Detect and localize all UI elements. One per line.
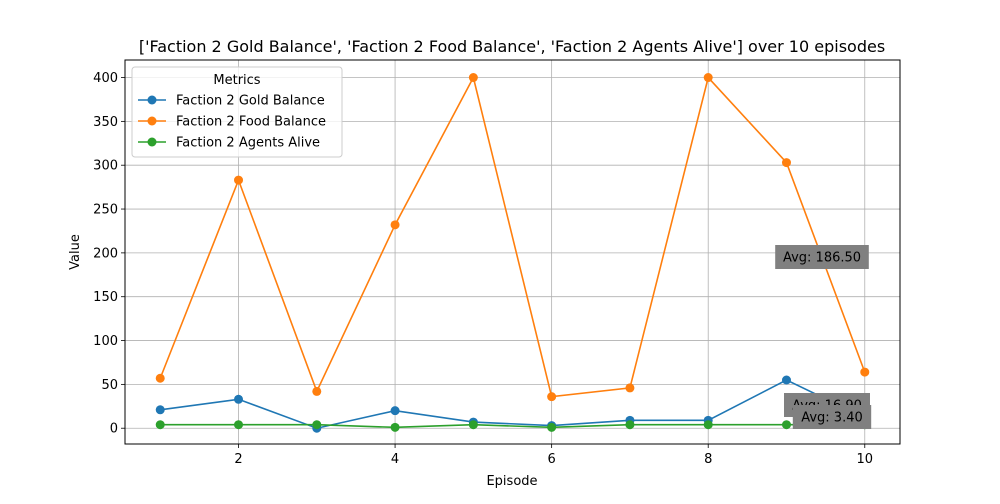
y-tick-label: 200 <box>93 246 118 261</box>
y-tick-label: 100 <box>93 334 118 349</box>
data-point <box>703 420 713 430</box>
data-point <box>781 375 791 385</box>
legend-entry: Faction 2 Food Balance <box>138 115 326 130</box>
series-line <box>160 423 865 429</box>
y-tick-label: 400 <box>93 71 118 86</box>
data-point <box>468 420 478 430</box>
grid <box>125 60 900 444</box>
data-point <box>547 422 557 432</box>
annotation-box <box>792 405 872 429</box>
data-point <box>781 420 791 430</box>
legend-box <box>131 66 343 158</box>
legend-title: Metrics <box>213 73 260 88</box>
data-point <box>390 422 400 432</box>
data-point <box>547 392 557 402</box>
y-axis-label: Value <box>68 234 83 270</box>
data-point <box>155 405 165 415</box>
chart-title: ['Faction 2 Gold Balance', 'Faction 2 Fo… <box>139 37 885 56</box>
series-line <box>160 379 866 430</box>
x-tick-label: 10 <box>856 452 873 467</box>
data-point <box>468 73 478 83</box>
plot-frame <box>124 59 901 445</box>
x-tick-label: 6 <box>548 452 556 467</box>
legend-entry: Faction 2 Agents Alive <box>138 136 320 151</box>
data-point <box>703 73 713 83</box>
y-tick-label: 350 <box>93 115 118 130</box>
series-lines <box>155 73 870 433</box>
data-point <box>155 373 165 383</box>
series-line <box>159 75 866 398</box>
data-point <box>312 386 322 396</box>
annotation-text: Avg: 186.50 <box>783 251 861 266</box>
data-point <box>312 420 322 430</box>
annotation-box <box>775 245 869 269</box>
average-annotation: Avg: 3.40 <box>792 405 872 429</box>
data-point <box>860 367 870 377</box>
legend-label: Faction 2 Gold Balance <box>176 94 325 109</box>
x-tick-label: 4 <box>391 452 399 467</box>
legend-swatch-marker <box>147 95 157 105</box>
average-annotation: Avg: 186.50 <box>775 245 869 269</box>
data-point <box>625 383 635 393</box>
y-tick-label: 250 <box>93 203 118 218</box>
legend: Metrics Faction 2 Gold Balance Faction 2 F… <box>131 66 343 158</box>
data-point <box>390 220 400 230</box>
legend-swatch-marker <box>147 116 157 126</box>
y-tick-label: 150 <box>93 290 118 305</box>
legend-swatch-marker <box>147 137 157 147</box>
legend-entry: Faction 2 Gold Balance <box>138 94 325 109</box>
x-tick-label: 8 <box>704 452 712 467</box>
legend-label: Faction 2 Food Balance <box>176 115 326 130</box>
series-2 <box>155 73 870 402</box>
data-point <box>155 420 165 430</box>
data-point <box>781 158 791 168</box>
data-point <box>234 420 244 430</box>
y-tick-label: 300 <box>93 159 118 174</box>
data-point <box>234 394 244 404</box>
y-tick-label: 0 <box>110 422 118 437</box>
annotation-text: Avg: 3.40 <box>801 411 863 426</box>
data-point <box>390 406 400 416</box>
x-tick-label: 2 <box>234 452 242 467</box>
legend-label: Faction 2 Agents Alive <box>176 136 320 151</box>
y-tick-label: 50 <box>101 378 118 393</box>
data-point <box>625 420 635 430</box>
data-point <box>234 175 244 185</box>
series-3 <box>155 420 870 432</box>
x-axis-label: Episode <box>486 474 537 489</box>
